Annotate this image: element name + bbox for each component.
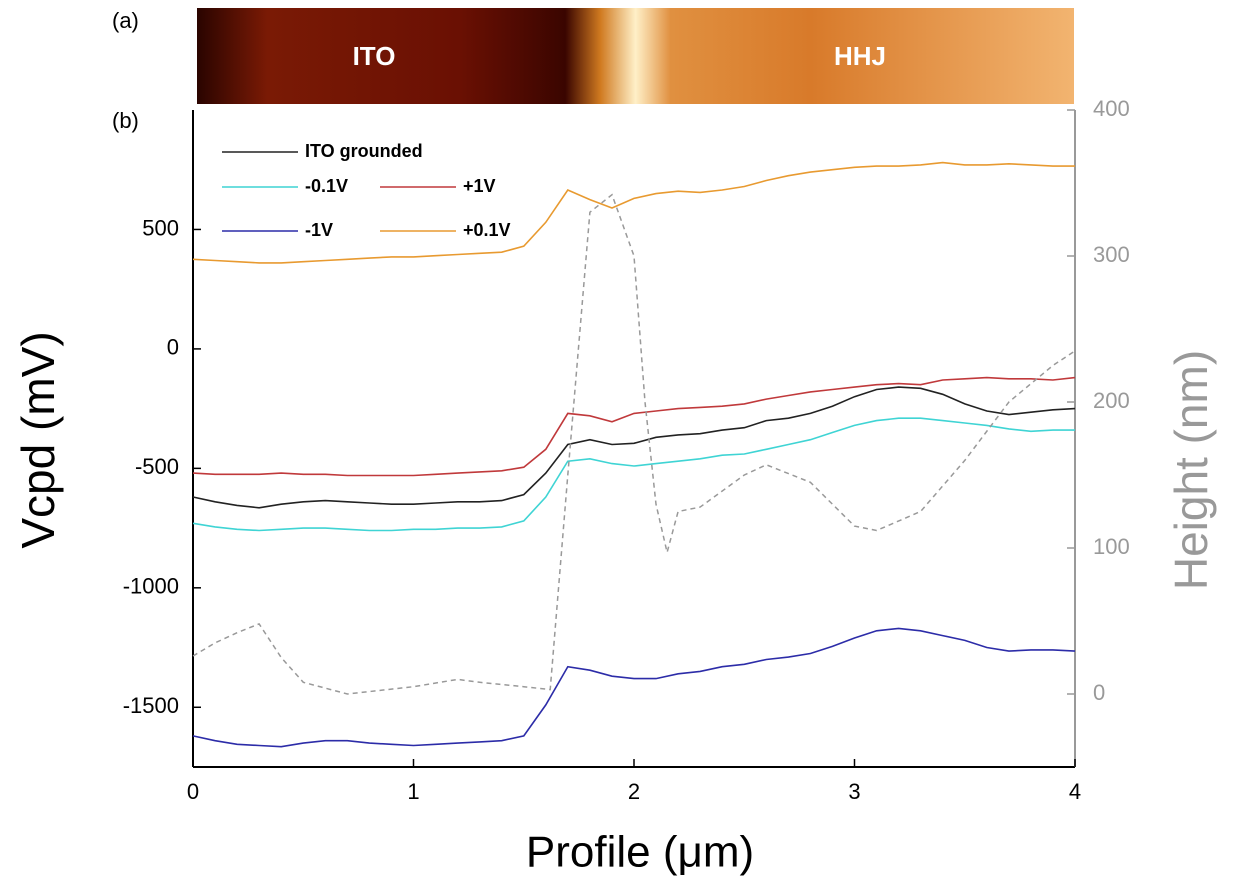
y-tick-label: 500 [142,215,179,240]
legend-label: +0.1V [463,220,511,240]
y-tick-label: -1500 [123,693,179,718]
y-tick-label: -500 [135,454,179,479]
image-label: ITO [353,41,396,71]
y2-tick-label: 300 [1093,242,1130,267]
x-tick-label: 0 [187,779,199,804]
afm-image [197,8,1074,104]
y2-tick-label: 0 [1093,680,1105,705]
series-line [193,378,1075,476]
figure: (a) (b) ITO HHJ Profile (μm) Vcpd (mV) H… [0,0,1233,883]
y-tick-label: 0 [167,335,179,360]
legend-label: -0.1V [305,176,348,196]
x-tick-label: 1 [407,779,419,804]
y2-tick-label: 400 [1093,96,1130,121]
y-tick-label: -1000 [123,574,179,599]
panel-label: (a) [112,8,139,33]
legend-label: -1V [305,220,333,240]
x-tick-label: 4 [1069,779,1081,804]
y-axis-title: Vcpd (mV) [12,331,64,548]
series-line [193,387,1075,508]
legend-label: +1V [463,176,496,196]
legend-label: ITO grounded [305,141,423,161]
panel-label: (b) [112,108,139,133]
x-axis-title: Profile (μm) [526,828,754,877]
series-line [193,628,1075,746]
y2-tick-label: 100 [1093,534,1130,559]
y2-tick-label: 200 [1093,388,1130,413]
x-tick-label: 3 [848,779,860,804]
series-line [193,195,1075,694]
image-label: HHJ [834,41,886,71]
y2-axis-title: Height (nm) [1165,350,1217,590]
x-tick-label: 2 [628,779,640,804]
